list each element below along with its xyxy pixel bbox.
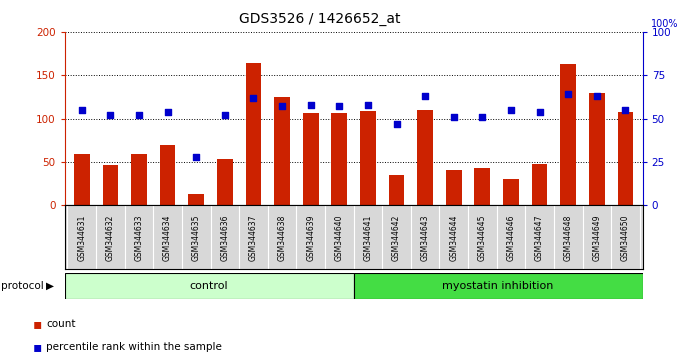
Text: protocol: protocol (1, 281, 44, 291)
Point (592, 93, 602, 99)
Bar (160, 145, 175, 205)
Point (620, 107, 631, 113)
Text: GSM344635: GSM344635 (192, 215, 201, 261)
Bar (360, 111, 376, 205)
Text: myostatin inhibition: myostatin inhibition (443, 281, 554, 291)
Point (305, 102, 316, 108)
Text: GSM344643: GSM344643 (421, 215, 430, 261)
Bar (389, 175, 405, 205)
Text: GSM344636: GSM344636 (220, 215, 229, 261)
Bar (503, 179, 519, 205)
Bar (188, 194, 204, 205)
Bar (446, 170, 462, 205)
Text: percentile rank within the sample: percentile rank within the sample (46, 342, 222, 352)
Bar (217, 159, 233, 205)
Text: ▶: ▶ (46, 281, 54, 291)
Point (534, 109, 545, 114)
Text: GSM344645: GSM344645 (478, 215, 487, 261)
Bar (331, 113, 347, 205)
Text: GSM344650: GSM344650 (621, 215, 630, 261)
Bar (418, 110, 433, 205)
Text: GSM344639: GSM344639 (306, 215, 315, 261)
Bar (532, 164, 547, 205)
Bar (617, 112, 633, 205)
Point (76, 107, 87, 113)
Point (362, 102, 373, 108)
Text: GSM344646: GSM344646 (507, 215, 515, 261)
Text: GSM344642: GSM344642 (392, 215, 401, 261)
Text: 100%: 100% (651, 19, 679, 29)
Point (505, 107, 516, 113)
Text: control: control (190, 281, 228, 291)
Bar (274, 97, 290, 205)
Point (220, 112, 231, 118)
Text: GSM344633: GSM344633 (135, 215, 143, 261)
Point (191, 154, 202, 160)
Point (133, 112, 144, 118)
Text: GSM344644: GSM344644 (449, 215, 458, 261)
Point (277, 104, 288, 109)
Text: GSM344632: GSM344632 (106, 215, 115, 261)
Text: GSM344649: GSM344649 (592, 215, 601, 261)
Bar (65, 273, 354, 299)
Text: GSM344638: GSM344638 (277, 215, 286, 261)
Text: GSM344641: GSM344641 (363, 215, 373, 261)
Point (563, 91, 574, 97)
Point (420, 93, 430, 99)
Point (248, 95, 259, 101)
Text: GSM344634: GSM344634 (163, 215, 172, 261)
Point (448, 114, 459, 120)
Bar (560, 64, 576, 205)
Bar (589, 93, 605, 205)
Text: ▪: ▪ (33, 340, 42, 354)
Point (477, 114, 488, 120)
Text: GSM344631: GSM344631 (78, 215, 86, 261)
Text: GSM344640: GSM344640 (335, 215, 344, 261)
Point (162, 109, 173, 114)
Text: GDS3526 / 1426652_at: GDS3526 / 1426652_at (239, 12, 401, 27)
Text: GSM344648: GSM344648 (564, 215, 573, 261)
Point (334, 104, 345, 109)
Bar (354, 273, 643, 299)
Text: GSM344637: GSM344637 (249, 215, 258, 261)
Text: count: count (46, 319, 75, 329)
Text: GSM344647: GSM344647 (535, 215, 544, 261)
Bar (131, 154, 147, 205)
Bar (303, 113, 318, 205)
Text: ▪: ▪ (33, 317, 42, 331)
Bar (245, 63, 261, 205)
Bar (475, 168, 490, 205)
Bar (103, 165, 118, 205)
Bar (74, 154, 90, 205)
Point (105, 112, 116, 118)
Point (391, 121, 402, 127)
